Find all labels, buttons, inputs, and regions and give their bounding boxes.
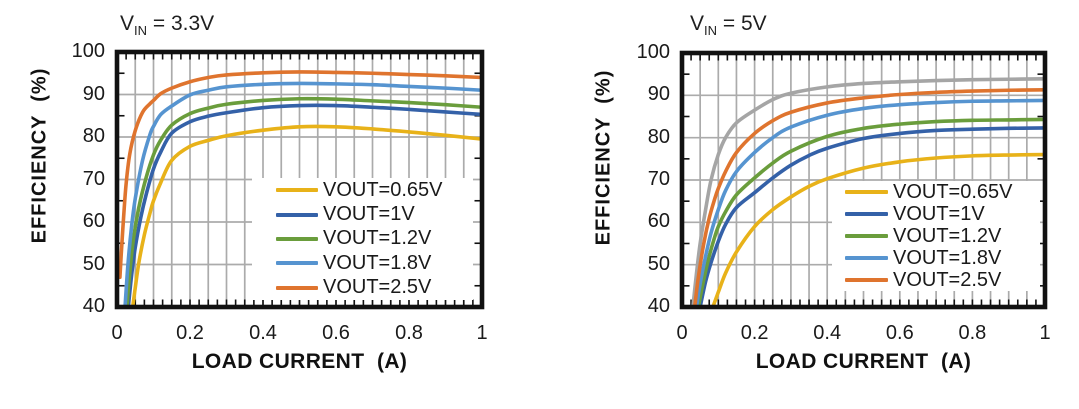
legend-color-line bbox=[276, 188, 318, 193]
x-tick-label-0.8: 0.8 bbox=[958, 322, 987, 344]
series-curves bbox=[691, 77, 1045, 307]
x-tick-label-0.4: 0.4 bbox=[249, 322, 277, 344]
y-tick-label-80: 80 bbox=[82, 125, 105, 147]
curve-vout-1.2v bbox=[696, 117, 1045, 307]
gridlines bbox=[117, 52, 482, 307]
y-tick-label-60: 60 bbox=[647, 210, 670, 233]
title-subscript: IN bbox=[704, 23, 718, 39]
legend-label: VOUT=1.2V bbox=[323, 227, 432, 250]
y-axis-title: EFFICIENCY (%) bbox=[592, 69, 615, 246]
y-tick-label-100: 100 bbox=[636, 41, 670, 63]
x-tick-label-0: 0 bbox=[111, 322, 123, 344]
x-tick-label-0.2: 0.2 bbox=[740, 322, 769, 344]
legend-item-vout-2.5v: VOUT=2.5V bbox=[276, 276, 473, 300]
curve-vout-2.5v bbox=[692, 88, 1045, 307]
x-tick-label-1: 1 bbox=[476, 322, 488, 344]
legend-label: VOUT=0.65V bbox=[893, 180, 1013, 203]
legend-color-line bbox=[845, 234, 888, 238]
legend-label: VOUT=0.65V bbox=[323, 178, 443, 201]
x-tick-label-0.8: 0.8 bbox=[395, 322, 423, 344]
y-axis-title: EFFICIENCY (%) bbox=[28, 67, 51, 244]
legend-item-vout-1v: VOUT=1V bbox=[845, 203, 1040, 225]
curve-vout-0.65v bbox=[711, 152, 1045, 307]
x-axis-title: LOAD CURRENT (A) bbox=[191, 350, 408, 373]
legend-color-line bbox=[276, 285, 318, 290]
legend-label: VOUT=1V bbox=[323, 203, 415, 226]
y-tick-label-90: 90 bbox=[82, 82, 105, 105]
plot-frame bbox=[114, 49, 485, 310]
curve-vout-1v bbox=[698, 126, 1045, 307]
legend-color-line bbox=[845, 190, 888, 194]
plot-area bbox=[114, 49, 485, 310]
y-tick-label-70: 70 bbox=[647, 168, 670, 190]
legend-item-vout-1.2v: VOUT=1.2V bbox=[845, 225, 1040, 247]
title-rest: = 3.3V bbox=[147, 12, 215, 35]
title-rest: = 5V bbox=[717, 12, 767, 35]
y-tick-label-60: 60 bbox=[82, 210, 105, 232]
curve-vout-1.8v bbox=[694, 98, 1045, 307]
series-curves bbox=[118, 70, 482, 307]
legend-item-vout-1.8v: VOUT=1.8V bbox=[276, 251, 473, 275]
x-tick-label-0.2: 0.2 bbox=[176, 322, 204, 344]
legend-item-vout-0.65v: VOUT=0.65V bbox=[276, 178, 473, 202]
legend-item-vout-1.8v: VOUT=1.8V bbox=[845, 247, 1040, 269]
legend-color-line bbox=[845, 278, 888, 282]
plot-area bbox=[679, 50, 1048, 310]
y-tick-label-40: 40 bbox=[647, 295, 670, 317]
legend-label: VOUT=1.2V bbox=[893, 224, 1002, 247]
minor-ticks bbox=[684, 55, 1043, 305]
legend-label: VOUT=1V bbox=[893, 202, 985, 225]
chart-title-vin-5v: VIN = 5V bbox=[690, 12, 767, 38]
legend-label: VOUT=1.8V bbox=[893, 246, 1002, 269]
legend-label: VOUT=1.8V bbox=[323, 251, 432, 274]
legend-item-vout-1v: VOUT=1V bbox=[276, 202, 473, 226]
curve-vout-1.8v bbox=[123, 81, 482, 307]
x-tick-label-0.6: 0.6 bbox=[885, 322, 914, 344]
x-tick-label-1: 1 bbox=[1039, 322, 1051, 344]
legend-item-vout-2.5v: VOUT=2.5V bbox=[845, 269, 1040, 291]
title-base: V bbox=[690, 12, 705, 35]
minor-ticks bbox=[119, 54, 480, 305]
y-tick-label-40: 40 bbox=[82, 295, 105, 317]
curve-unlabeled-gray bbox=[691, 77, 1045, 307]
y-tick-label-50: 50 bbox=[82, 252, 105, 275]
y-tick-label-90: 90 bbox=[647, 83, 670, 106]
curve-vout-0.65v bbox=[130, 124, 482, 307]
legend-label: VOUT=2.5V bbox=[893, 268, 1002, 291]
y-tick-label-70: 70 bbox=[82, 167, 105, 190]
y-tick-label-50: 50 bbox=[647, 252, 670, 275]
legend-color-line bbox=[276, 212, 318, 217]
legend-color-line bbox=[276, 261, 318, 266]
x-axis-title: LOAD CURRENT (A) bbox=[755, 350, 972, 373]
legend: VOUT=0.65V VOUT=1V VOUT=1.2V VOUT=1.8V VOUT=… bbox=[252, 178, 473, 300]
legend-item-vout-1.2v: VOUT=1.2V bbox=[276, 227, 473, 251]
curve-vout-2.5v bbox=[118, 70, 482, 280]
x-tick-label-0.6: 0.6 bbox=[322, 322, 350, 344]
curve-vout-1.2v bbox=[125, 96, 482, 307]
y-tick-label-80: 80 bbox=[647, 125, 670, 148]
plot-frame bbox=[679, 50, 1048, 310]
legend: VOUT=0.65V VOUT=1V VOUT=1.2V VOUT=1.8V VOUT=… bbox=[832, 181, 1040, 291]
curve-vout-1v bbox=[126, 103, 482, 307]
x-tick-label-0: 0 bbox=[676, 322, 688, 344]
title-base: V bbox=[120, 12, 135, 35]
legend-label: VOUT=2.5V bbox=[323, 276, 432, 299]
title-subscript: IN bbox=[134, 23, 148, 39]
x-tick-label-0.4: 0.4 bbox=[813, 322, 842, 344]
legend-color-line bbox=[276, 236, 318, 241]
legend-item-vout-0.65v: VOUT=0.65V bbox=[845, 181, 1040, 203]
legend-color-line bbox=[845, 256, 888, 260]
gridlines bbox=[682, 53, 1045, 307]
legend-color-line bbox=[845, 212, 888, 216]
chart-title-vin-3v3: VIN = 3.3V bbox=[120, 12, 214, 38]
y-tick-label-100: 100 bbox=[71, 40, 105, 62]
